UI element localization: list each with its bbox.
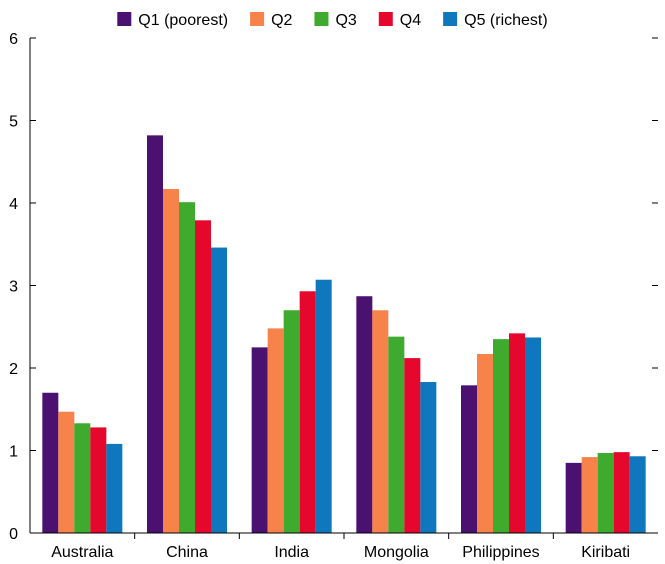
bar-australia-q2 [58, 411, 75, 533]
bar-china-q4 [195, 220, 211, 533]
x-tick-label: Kiribati [581, 544, 630, 561]
x-tick-label: India [274, 544, 309, 561]
bar-china-q1 [147, 135, 163, 533]
bar-philippines-q4 [509, 333, 525, 533]
y-tick-label: 3 [9, 279, 18, 296]
bar-mongolia-q3 [388, 336, 405, 533]
bar-china-q5 [211, 247, 227, 534]
y-ticks: 0 1 2 3 4 5 6 [9, 31, 658, 543]
bar-kiribati-q5 [629, 456, 646, 533]
bars [42, 135, 646, 534]
bar-mongolia-q5 [420, 382, 437, 533]
legend-swatch [117, 12, 132, 26]
bar-philippines-q5 [525, 337, 541, 533]
legend-label: Q4 [400, 12, 421, 29]
x-tick-label: Mongolia [364, 544, 429, 561]
bar-mongolia-q2 [372, 310, 389, 533]
y-tick-label: 2 [9, 361, 18, 378]
legend-swatch [443, 12, 458, 26]
axes [29, 38, 658, 534]
x-tick-label: Australia [51, 544, 113, 561]
legend: Q1 (poorest) Q2 Q3 Q4 Q5 (richest) [117, 12, 548, 29]
legend-label: Q5 (richest) [464, 12, 548, 29]
bar-china-q3 [179, 202, 195, 534]
legend-label: Q3 [335, 12, 356, 29]
bar-kiribati-q4 [613, 452, 630, 533]
bar-australia-q5 [106, 443, 123, 533]
legend-label: Q1 (poorest) [138, 12, 228, 29]
bar-australia-q3 [74, 423, 91, 533]
bar-kiribati-q3 [597, 452, 614, 533]
legend-swatch [378, 12, 393, 26]
bar-philippines-q2 [477, 353, 493, 533]
legend-swatch [314, 12, 329, 26]
bar-australia-q1 [42, 392, 59, 533]
bar-india-q3 [283, 310, 300, 533]
bar-mongolia-q4 [404, 358, 421, 533]
bar-india-q5 [315, 279, 332, 533]
y-tick-label: 0 [9, 526, 18, 543]
legend-label: Q2 [271, 12, 292, 29]
y-tick-label: 5 [9, 114, 18, 131]
x-tick-label: Philippines [462, 544, 539, 561]
bar-philippines-q3 [493, 339, 509, 533]
bar-india-q2 [267, 328, 284, 533]
y-tick-label: 6 [9, 31, 18, 48]
x-ticks: Australia China India Mongolia Philippines Ki… [51, 533, 630, 561]
bar-philippines-q1 [461, 385, 477, 533]
legend-swatch [250, 12, 265, 26]
bar-mongolia-q1 [356, 296, 373, 533]
bar-kiribati-q1 [565, 462, 582, 533]
y-tick-label: 4 [9, 196, 18, 213]
y-tick-label: 1 [9, 444, 18, 461]
bar-india-q1 [251, 347, 268, 533]
bar-australia-q4 [90, 427, 107, 533]
bar-india-q4 [299, 291, 316, 533]
bar-china-q2 [163, 188, 179, 533]
x-tick-label: China [166, 544, 208, 561]
bar-kiribati-q2 [581, 457, 598, 533]
